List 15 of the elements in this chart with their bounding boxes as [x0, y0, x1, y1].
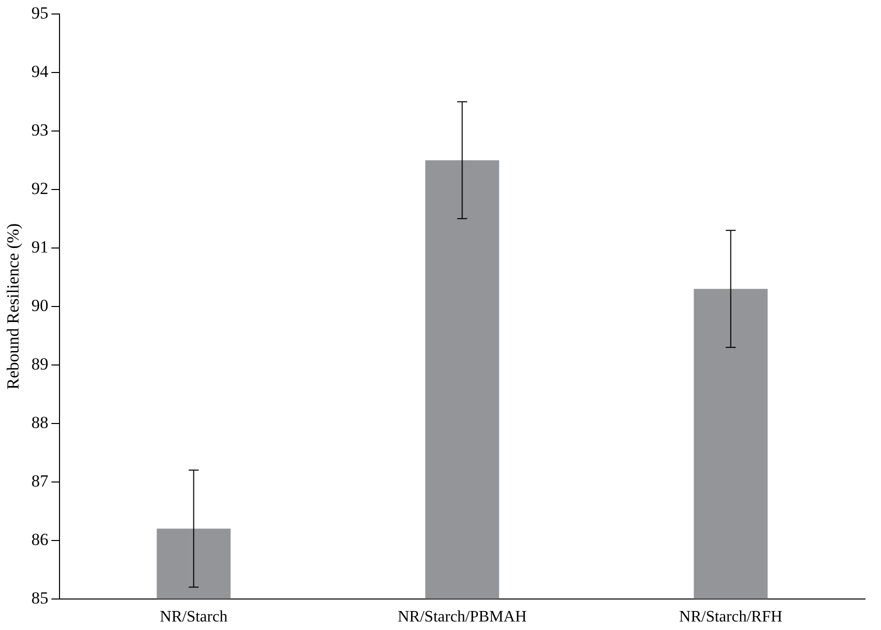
y-tick-label: 86	[31, 530, 48, 549]
y-tick-label: 88	[31, 412, 48, 432]
y-tick-label: 95	[31, 3, 48, 22]
x-tick-label: NR/Starch/PBMAH	[398, 608, 528, 626]
x-tick-label: NR/Starch	[160, 608, 228, 626]
y-tick-label: 94	[31, 62, 49, 81]
y-tick-label: 92	[31, 178, 48, 198]
x-tick-label: NR/Starch/RFH	[679, 608, 783, 626]
y-tick-label: 85	[31, 588, 48, 608]
y-axis-title: Rebound Resilience (%)	[4, 223, 23, 390]
y-tick-label: 90	[31, 296, 48, 315]
y-tick-label: 93	[31, 120, 48, 140]
y-tick-label: 91	[31, 237, 48, 256]
y-tick-label: 87	[31, 471, 49, 490]
y-tick-label: 89	[31, 354, 48, 374]
